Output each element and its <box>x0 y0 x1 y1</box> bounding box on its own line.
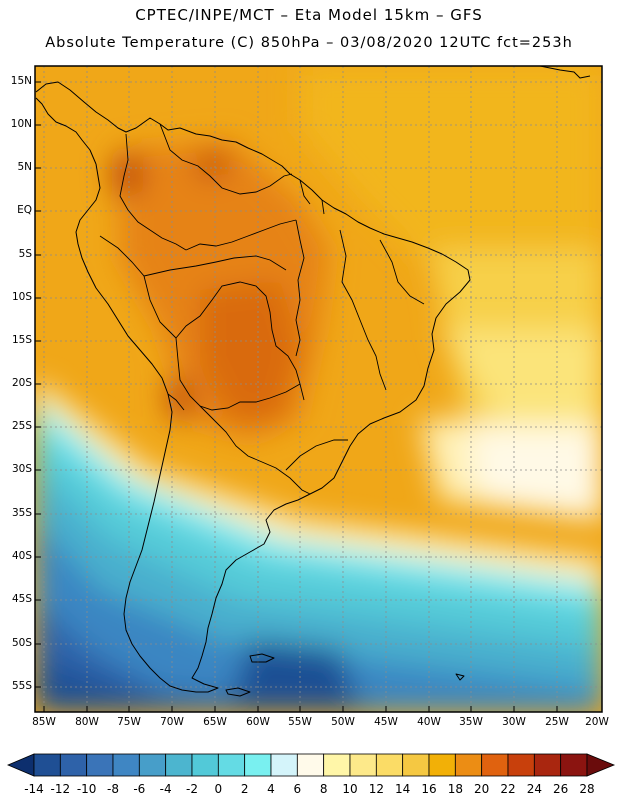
axis-ticks <box>35 81 558 712</box>
lon-label-55w: 55W <box>288 716 312 728</box>
lat-label-eq: EQ <box>17 204 32 216</box>
colorbar-cell <box>402 753 430 777</box>
lat-label-10n: 10N <box>10 118 32 130</box>
colorbar-cell <box>560 753 588 777</box>
colorbar-label: 16 <box>421 782 437 796</box>
lat-label-5s: 5S <box>18 248 32 260</box>
colorbar-max-arrow <box>586 753 616 777</box>
lon-label-85w: 85W <box>32 716 56 728</box>
colorbar-label: -8 <box>107 782 119 796</box>
colorbar-cell <box>112 753 140 777</box>
colorbar-cell <box>533 753 562 777</box>
colorbar-label: -14 <box>24 782 44 796</box>
colorbar-cell <box>375 753 404 777</box>
colorbar-cell <box>244 753 272 777</box>
colorbar-label: 8 <box>319 782 328 796</box>
colorbar-cell <box>428 753 456 777</box>
lat-label-55s: 55S <box>11 680 32 692</box>
lon-label-50w: 50W <box>331 716 355 728</box>
lon-label-80w: 80W <box>75 716 99 728</box>
lat-label-25s: 25S <box>11 420 32 432</box>
coastline <box>35 65 591 697</box>
lat-label-15s: 15S <box>11 334 32 346</box>
colorbar-label: 10 <box>342 782 358 796</box>
colorbar-label: 2 <box>240 782 249 796</box>
lon-label-70w: 70W <box>160 716 184 728</box>
map-subtitle: Absolute Temperature (C) 850hPa – 03/08/… <box>45 35 573 51</box>
colorbar-label: 26 <box>553 782 569 796</box>
colorbar-min-arrow <box>6 753 35 777</box>
lon-label-40w: 40W <box>417 716 441 728</box>
colorbar-label: -2 <box>186 782 198 796</box>
colorbar-cell <box>138 753 167 777</box>
lon-label-20w: 20W <box>585 716 609 728</box>
colorbar-label: 28 <box>579 782 595 796</box>
lon-label-25w: 25W <box>545 716 569 728</box>
colorbar-cell <box>270 753 298 777</box>
colorbar-label: 24 <box>526 782 542 796</box>
colorbar-cell <box>349 753 377 777</box>
colorbar-label: -10 <box>76 782 97 796</box>
map-title: CPTEC/INPE/MCT – Eta Model 15km – GFS <box>135 6 483 24</box>
map-frame <box>34 65 603 713</box>
colorbar-cell <box>86 753 114 777</box>
lat-label-20s: 20S <box>11 377 32 389</box>
lon-label-60w: 60W <box>246 716 270 728</box>
colorbar-cell <box>217 753 246 777</box>
colorbar-label: -4 <box>159 782 172 796</box>
colorbar-label: 20 <box>474 782 490 796</box>
lat-label-50s: 50S <box>11 637 32 649</box>
colorbar-label: 22 <box>500 782 516 796</box>
colorbar-cell <box>481 753 509 777</box>
colorbar-label: 6 <box>293 782 302 796</box>
colorbar-label: -6 <box>133 782 146 796</box>
colorbar-cell <box>191 753 219 777</box>
lat-label-10s: 10S <box>11 291 32 303</box>
colorbar-cell <box>507 753 535 777</box>
colorbar-label: -12 <box>50 782 71 796</box>
lon-label-35w: 35W <box>459 716 483 728</box>
temperature-field <box>35 66 602 712</box>
colorbar-label: 0 <box>214 782 223 796</box>
lat-label-5n: 5N <box>17 161 32 173</box>
lon-label-75w: 75W <box>117 716 141 728</box>
colorbar-label: 4 <box>267 782 275 796</box>
lon-label-30w: 30W <box>502 716 526 728</box>
colorbar-cell <box>33 753 61 777</box>
colorbar-cell <box>454 753 483 777</box>
lat-label-15n: 15N <box>10 75 32 87</box>
lat-label-30s: 30S <box>11 463 32 475</box>
colorbar-label: 18 <box>447 782 463 796</box>
lon-label-65w: 65W <box>203 716 227 728</box>
colorbar-cell <box>323 753 351 777</box>
country-borders <box>99 123 425 495</box>
colorbar-label: 14 <box>395 782 411 796</box>
lat-label-40s: 40S <box>11 550 32 562</box>
colorbar-cell <box>296 753 325 777</box>
colorbar-label: 12 <box>368 782 384 796</box>
lon-label-45w: 45W <box>374 716 398 728</box>
colorbar-cell <box>59 753 88 777</box>
colorbar-cell <box>165 753 193 777</box>
lat-label-35s: 35S <box>11 507 32 519</box>
lat-label-45s: 45S <box>11 593 32 605</box>
